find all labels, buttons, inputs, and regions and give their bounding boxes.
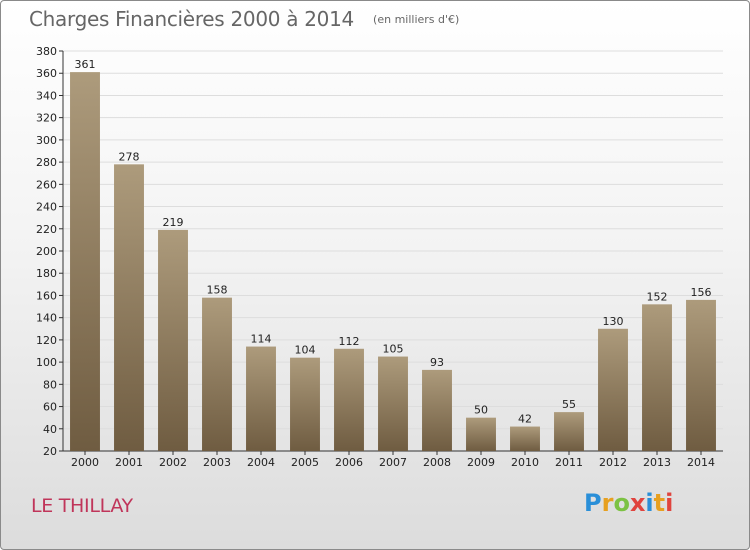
logo-letter: i xyxy=(645,489,654,517)
bar xyxy=(642,304,672,451)
bar xyxy=(246,346,276,451)
data-label: 50 xyxy=(474,404,488,417)
x-tick-label: 2007 xyxy=(379,456,407,469)
chart-subtitle: (en milliers d'€) xyxy=(373,13,460,26)
logo-letter: o xyxy=(613,489,630,517)
data-label: 114 xyxy=(251,333,272,346)
bar xyxy=(202,297,232,451)
y-tick-label: 220 xyxy=(36,223,57,236)
logo-letter: P xyxy=(584,489,602,517)
labels: 20 40 60 80 100 120 140 160 180 200 220 240 260 280 30… xyxy=(36,45,715,469)
x-tick-label: 2008 xyxy=(423,456,451,469)
commune-name: LE THILLAY xyxy=(31,495,133,517)
x-tick-label: 2001 xyxy=(115,456,143,469)
y-tick-label: 100 xyxy=(36,356,57,369)
bar xyxy=(466,417,496,451)
x-tick-label: 2014 xyxy=(687,456,715,469)
data-label: 152 xyxy=(647,290,668,303)
logo-letter: r xyxy=(601,489,614,517)
bar xyxy=(598,328,628,451)
x-tick-label: 2003 xyxy=(203,456,231,469)
x-tick-label: 2013 xyxy=(643,456,671,469)
bar xyxy=(290,357,320,451)
bar xyxy=(686,299,716,451)
bar xyxy=(70,72,100,451)
bar xyxy=(114,164,144,452)
y-tick-label: 140 xyxy=(36,312,57,325)
x-tick-label: 2005 xyxy=(291,456,319,469)
x-tick-label: 2000 xyxy=(71,456,99,469)
data-label: 158 xyxy=(207,284,228,297)
y-tick-label: 380 xyxy=(36,45,57,58)
data-label: 130 xyxy=(603,315,624,328)
y-tick-label: 20 xyxy=(43,445,57,458)
y-tick-label: 260 xyxy=(36,178,57,191)
data-label: 105 xyxy=(383,343,404,356)
y-tick-label: 300 xyxy=(36,134,57,147)
y-tick-label: 320 xyxy=(36,112,57,125)
y-tick-label: 40 xyxy=(43,423,57,436)
proxiti-logo[interactable]: Proxiti xyxy=(584,489,673,517)
x-tick-label: 2012 xyxy=(599,456,627,469)
x-tick-label: 2006 xyxy=(335,456,363,469)
data-label: 93 xyxy=(430,356,444,369)
data-label: 219 xyxy=(163,216,184,229)
x-tick-label: 2004 xyxy=(247,456,275,469)
chart-title-row: Charges Financières 2000 à 2014 (en mill… xyxy=(29,7,459,31)
y-tick-label: 160 xyxy=(36,289,57,302)
y-tick-label: 280 xyxy=(36,156,57,169)
bars xyxy=(70,72,716,452)
data-label: 278 xyxy=(119,150,140,163)
x-tick-label: 2002 xyxy=(159,456,187,469)
x-tick-label: 2011 xyxy=(555,456,583,469)
bar xyxy=(158,229,188,451)
bar xyxy=(378,356,408,451)
y-tick-label: 340 xyxy=(36,89,57,102)
data-label: 42 xyxy=(518,413,532,426)
y-tick-label: 360 xyxy=(36,67,57,80)
logo-letter: t xyxy=(653,489,666,517)
x-tick-label: 2009 xyxy=(467,456,495,469)
y-tick-label: 120 xyxy=(36,334,57,347)
data-label: 55 xyxy=(562,398,576,411)
y-tick-label: 60 xyxy=(43,401,57,414)
data-label: 361 xyxy=(75,58,96,71)
y-tick-label: 240 xyxy=(36,201,57,214)
chart-title: Charges Financières 2000 à 2014 xyxy=(29,7,354,31)
data-label: 156 xyxy=(691,286,712,299)
bar xyxy=(334,348,364,451)
bar xyxy=(554,412,584,451)
data-label: 112 xyxy=(339,335,360,348)
data-label: 104 xyxy=(295,344,316,357)
bar xyxy=(510,426,540,451)
y-tick-label: 180 xyxy=(36,267,57,280)
logo-letter: i xyxy=(665,489,674,517)
y-tick-label: 200 xyxy=(36,245,57,258)
logo-letter: x xyxy=(629,489,646,517)
y-tick-label: 80 xyxy=(43,378,57,391)
x-tick-label: 2010 xyxy=(511,456,539,469)
bar xyxy=(422,369,452,451)
